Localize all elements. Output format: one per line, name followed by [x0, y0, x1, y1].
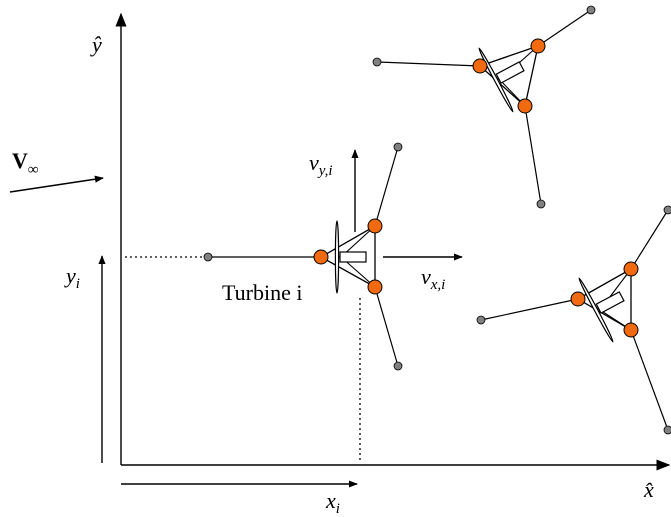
float: [473, 59, 487, 73]
subscript: i: [76, 276, 80, 292]
rotor: [578, 277, 615, 342]
y-position-label: yi: [64, 263, 80, 292]
float: [314, 250, 328, 264]
anchor: [587, 6, 595, 14]
rotor-nacelle: [335, 221, 366, 293]
symbol: x: [325, 488, 336, 513]
turbines: [204, 6, 671, 434]
mooring-line: [538, 10, 591, 46]
x-axis-label: x̂: [643, 477, 654, 502]
turbine-label: Turbine i: [222, 280, 302, 305]
mooring-line: [377, 62, 480, 66]
turbine: [477, 206, 671, 434]
symbol: v: [421, 264, 431, 289]
mooring-line: [375, 287, 398, 366]
diagram: ŷ x̂ V∞ yi xi vy,i vx,i Turbine i: [0, 0, 671, 517]
subscript: x,i: [430, 277, 446, 293]
anchor: [664, 206, 671, 214]
turbine: [373, 6, 595, 208]
anchor: [373, 58, 381, 66]
wind-subscript: ∞: [28, 162, 39, 178]
turbine: [204, 143, 402, 370]
symbol: v: [309, 150, 319, 175]
nacelle: [496, 62, 524, 83]
rotor: [335, 221, 338, 293]
float: [531, 39, 545, 53]
float: [368, 280, 382, 294]
vx-label: vx,i: [421, 264, 445, 293]
mooring-line: [375, 147, 398, 226]
x-position-label: xi: [325, 488, 340, 517]
symbol: y: [64, 263, 76, 288]
nacelle: [340, 252, 366, 262]
mooring-line: [481, 299, 578, 320]
y-axis-label: ŷ: [90, 32, 102, 57]
float: [624, 262, 638, 276]
subscript: y,i: [317, 163, 333, 179]
float: [368, 219, 382, 233]
subscript: i: [336, 501, 340, 517]
vy-label: vy,i: [309, 150, 333, 179]
mooring-line: [631, 210, 668, 269]
float: [518, 99, 532, 113]
mooring-line: [631, 330, 668, 430]
wind-symbol: V: [12, 148, 28, 173]
anchor: [537, 200, 545, 208]
mooring-line: [525, 106, 541, 204]
anchor: [664, 426, 671, 434]
anchor: [477, 316, 485, 324]
wind-label: V∞: [12, 148, 39, 178]
anchor: [394, 143, 402, 151]
anchor: [394, 362, 402, 370]
nacelle: [596, 292, 624, 313]
rotor: [478, 47, 515, 112]
float: [571, 292, 585, 306]
float: [624, 323, 638, 337]
wind-arrow: [10, 178, 103, 192]
anchor: [204, 253, 212, 261]
